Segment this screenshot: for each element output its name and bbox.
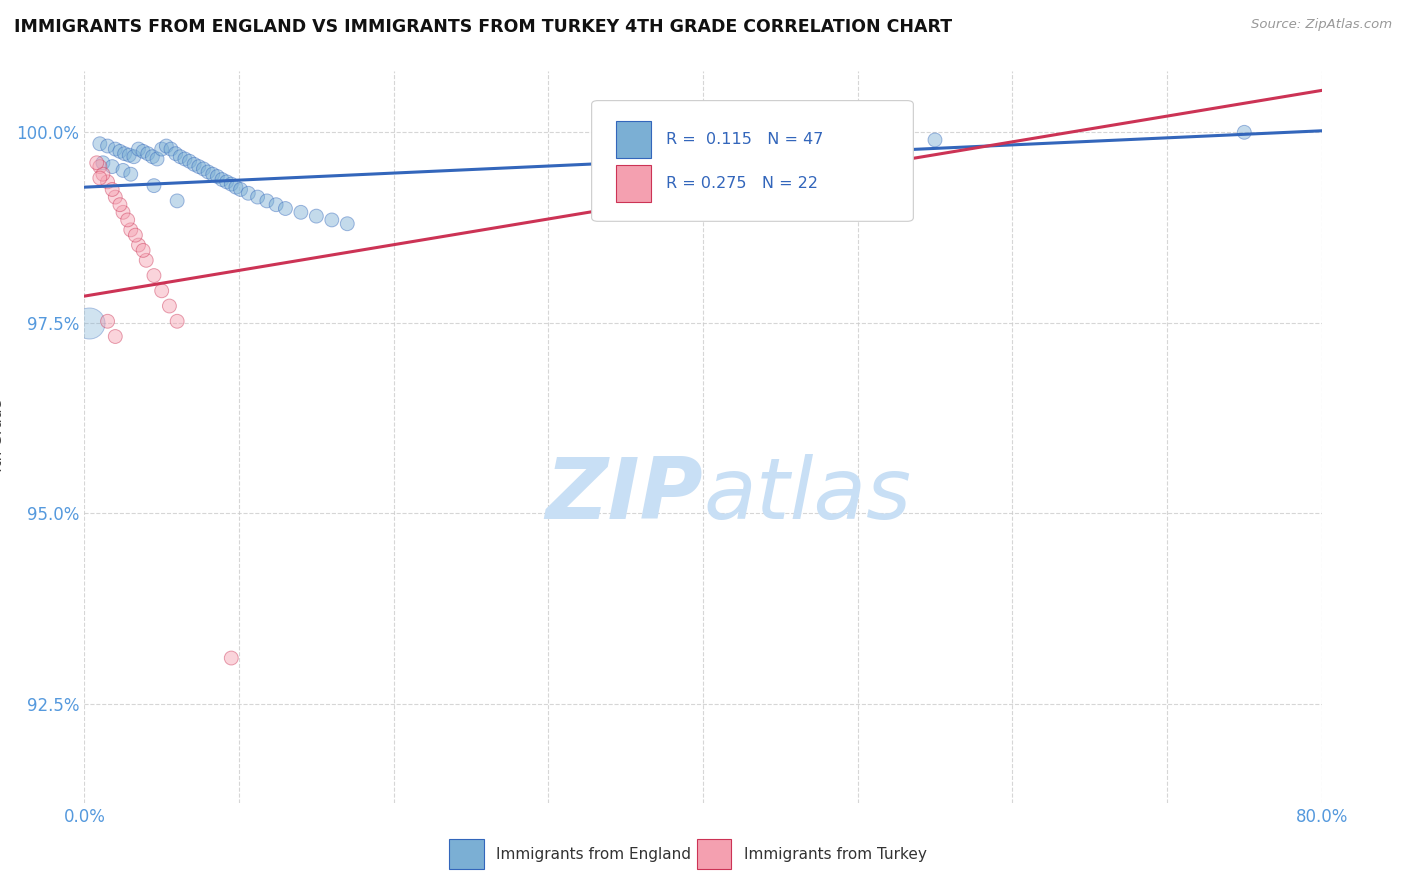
- Point: [169, 150, 191, 164]
- Point: [146, 152, 169, 166]
- Point: [159, 299, 180, 313]
- Text: atlas: atlas: [703, 454, 911, 537]
- Point: [143, 268, 166, 283]
- Point: [96, 314, 118, 328]
- Point: [246, 190, 269, 204]
- Point: [135, 253, 157, 268]
- Point: [120, 167, 142, 181]
- Point: [108, 145, 131, 159]
- Point: [336, 217, 359, 231]
- Point: [77, 316, 100, 330]
- Point: [104, 329, 127, 343]
- Point: [96, 139, 118, 153]
- Point: [274, 202, 297, 216]
- Point: [207, 169, 229, 184]
- Point: [221, 651, 243, 665]
- Point: [89, 160, 111, 174]
- Point: [118, 148, 141, 162]
- Point: [150, 284, 173, 298]
- Point: [101, 160, 124, 174]
- Point: [124, 228, 146, 243]
- Point: [229, 182, 252, 196]
- Point: [193, 161, 215, 176]
- Point: [924, 133, 946, 147]
- Point: [321, 213, 343, 227]
- Point: [143, 178, 166, 193]
- Point: [86, 155, 108, 169]
- Point: [221, 177, 243, 191]
- Point: [215, 175, 238, 189]
- Text: ZIP: ZIP: [546, 454, 703, 537]
- Point: [108, 197, 131, 211]
- Point: [160, 142, 183, 156]
- Bar: [616, 121, 651, 158]
- Point: [150, 142, 173, 156]
- Point: [96, 175, 118, 189]
- Text: IMMIGRANTS FROM ENGLAND VS IMMIGRANTS FROM TURKEY 4TH GRADE CORRELATION CHART: IMMIGRANTS FROM ENGLAND VS IMMIGRANTS FR…: [14, 18, 952, 36]
- Point: [136, 146, 159, 161]
- Point: [165, 146, 187, 161]
- Bar: [616, 165, 651, 202]
- FancyBboxPatch shape: [592, 101, 914, 221]
- Point: [201, 167, 224, 181]
- Point: [179, 154, 201, 169]
- Point: [91, 167, 114, 181]
- Point: [120, 223, 142, 237]
- Point: [89, 136, 111, 151]
- Point: [187, 160, 209, 174]
- Point: [225, 180, 247, 194]
- Point: [112, 163, 135, 178]
- Point: [127, 238, 149, 252]
- Point: [166, 194, 188, 208]
- Point: [166, 314, 188, 328]
- Text: R =  0.115   N = 47: R = 0.115 N = 47: [666, 132, 824, 147]
- Point: [104, 142, 127, 156]
- Point: [114, 146, 136, 161]
- Point: [112, 205, 135, 219]
- Point: [122, 150, 145, 164]
- Point: [101, 182, 124, 196]
- Bar: [450, 839, 484, 869]
- Y-axis label: 4th Grade: 4th Grade: [0, 399, 6, 475]
- Point: [132, 145, 155, 159]
- Text: Source: ZipAtlas.com: Source: ZipAtlas.com: [1251, 18, 1392, 31]
- Point: [238, 186, 260, 201]
- Point: [211, 172, 233, 186]
- Point: [1233, 125, 1256, 139]
- Bar: [697, 839, 731, 869]
- Point: [89, 171, 111, 186]
- Point: [197, 165, 219, 179]
- Point: [155, 139, 177, 153]
- Point: [264, 197, 287, 211]
- Point: [256, 194, 278, 208]
- Text: Immigrants from Turkey: Immigrants from Turkey: [744, 847, 927, 862]
- Text: R = 0.275   N = 22: R = 0.275 N = 22: [666, 176, 818, 191]
- Point: [305, 209, 328, 223]
- Point: [183, 157, 205, 171]
- Point: [127, 142, 149, 156]
- Point: [104, 190, 127, 204]
- Text: Immigrants from England: Immigrants from England: [496, 847, 692, 862]
- Point: [91, 155, 114, 169]
- Point: [117, 213, 139, 227]
- Point: [174, 152, 197, 166]
- Point: [290, 205, 312, 219]
- Point: [141, 150, 163, 164]
- Point: [132, 244, 155, 258]
